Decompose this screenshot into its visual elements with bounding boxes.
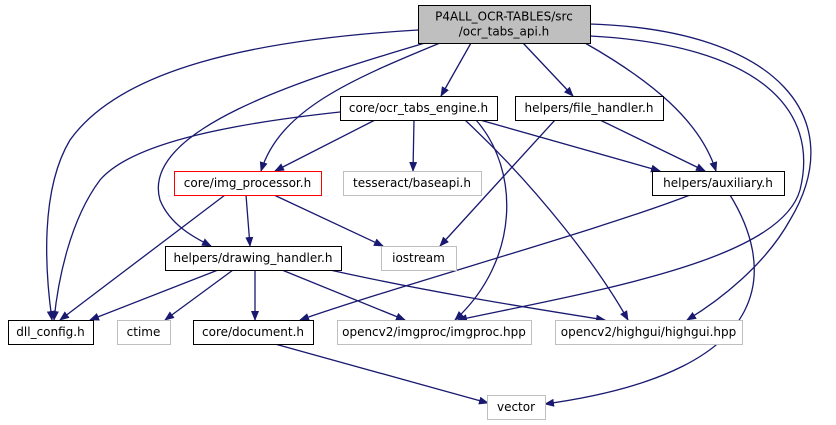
- edge-root-to-file_handler: [522, 42, 574, 97]
- node-label: P4ALL_OCR-TABLES/src: [435, 10, 573, 24]
- edge-path: [479, 119, 661, 173]
- node-label: core/ocr_tabs_engine.h: [349, 101, 488, 115]
- edge-path: [589, 23, 812, 321]
- edge-auxiliary-to-document: [299, 194, 691, 321]
- edge-path: [544, 194, 755, 407]
- node-label: vector: [497, 400, 535, 414]
- node-box: [8, 320, 94, 345]
- edge-file_handler-to-auxiliary: [599, 119, 706, 172]
- edge-drawing_handler-to-highgui: [329, 269, 606, 323]
- node-label: iostream: [392, 251, 445, 265]
- node-drawing-handler[interactable]: helpers/drawing_handler.h: [165, 246, 342, 271]
- edge-path: [584, 42, 718, 172]
- node-box: [193, 320, 314, 345]
- node-box: [515, 96, 664, 121]
- node-label: tesseract/baseapi.h: [353, 176, 471, 190]
- edge-path: [439, 119, 556, 247]
- node-box: [487, 395, 546, 420]
- node-box: [337, 320, 532, 345]
- edge-engine-to-auxiliary: [479, 119, 661, 173]
- node-box: [418, 5, 591, 44]
- edge-path: [46, 29, 419, 321]
- edge-path: [245, 194, 254, 247]
- edge-path: [440, 42, 472, 97]
- node-root[interactable]: P4ALL_OCR-TABLES/src/ocr_tabs_api.h: [418, 5, 591, 44]
- node-label: ctime: [127, 325, 161, 339]
- edge-engine-to-tesseract: [409, 119, 418, 172]
- node-label: helpers/drawing_handler.h: [174, 251, 333, 265]
- edge-path: [164, 269, 234, 321]
- node-tesseract[interactable]: tesseract/baseapi.h: [343, 171, 482, 196]
- node-vector[interactable]: vector: [487, 395, 546, 420]
- node-box: [340, 96, 498, 121]
- node-box: [165, 246, 342, 271]
- node-box: [652, 171, 785, 196]
- node-engine[interactable]: core/ocr_tabs_engine.h: [340, 96, 498, 121]
- edge-path: [329, 269, 606, 323]
- edge-auxiliary-to-vector: [544, 194, 755, 407]
- node-label: opencv2/imgproc/imgproc.hpp: [342, 325, 526, 339]
- edge-document-to-vector: [274, 343, 489, 405]
- node-label: core/document.h: [202, 325, 304, 339]
- node-box: [343, 171, 482, 196]
- edge-path: [89, 269, 219, 321]
- node-box: [174, 171, 322, 196]
- node-imgproc[interactable]: opencv2/imgproc/imgproc.hpp: [337, 320, 532, 345]
- edge-path: [274, 343, 489, 405]
- node-box: [381, 246, 457, 271]
- edge-img_processor-to-drawing_handler: [245, 194, 254, 247]
- edge-root-to-drawing_handler: [157, 42, 426, 247]
- node-label: dll_config.h: [16, 325, 84, 339]
- edge-path: [464, 119, 629, 321]
- nodes-layer: P4ALL_OCR-TABLES/src/ocr_tabs_api.h core/…: [8, 5, 785, 420]
- edge-drawing_handler-to-imgproc: [281, 269, 406, 321]
- edge-path: [157, 42, 426, 247]
- edges-layer: [46, 23, 812, 407]
- node-label: helpers/auxiliary.h: [663, 176, 773, 190]
- edge-path: [599, 119, 706, 172]
- edge-path: [273, 194, 384, 247]
- node-label: opencv2/highgui/highgui.hpp: [561, 325, 736, 339]
- edge-path: [281, 269, 406, 321]
- edge-img_processor-to-iostream: [273, 194, 384, 247]
- node-document[interactable]: core/document.h: [193, 320, 314, 345]
- edge-root-to-imgproc: [457, 35, 805, 323]
- node-label: /ocr_tabs_api.h: [459, 25, 550, 39]
- edge-root-to-highgui: [589, 23, 812, 321]
- edge-drawing_handler-to-dll_config: [89, 269, 219, 321]
- edge-drawing_handler-to-ctime: [164, 269, 234, 321]
- edge-path: [454, 119, 508, 321]
- edge-root-to-dll_config: [46, 29, 419, 321]
- node-box: [117, 320, 171, 345]
- edge-path: [259, 42, 441, 172]
- edge-root-to-engine: [440, 42, 472, 97]
- edge-engine-to-img_processor: [274, 119, 376, 172]
- edge-file_handler-to-iostream: [439, 119, 556, 247]
- node-img-processor[interactable]: core/img_processor.h: [174, 171, 322, 196]
- edge-path: [522, 42, 574, 97]
- node-highgui[interactable]: opencv2/highgui/highgui.hpp: [555, 320, 743, 345]
- node-file-handler[interactable]: helpers/file_handler.h: [515, 96, 664, 121]
- edge-path: [457, 35, 805, 323]
- node-label: core/img_processor.h: [184, 176, 311, 190]
- node-iostream[interactable]: iostream: [381, 246, 457, 271]
- node-ctime[interactable]: ctime: [117, 320, 171, 345]
- edge-path: [59, 194, 226, 321]
- edge-root-to-auxiliary: [584, 42, 718, 172]
- edge-path: [299, 194, 691, 321]
- edge-path: [50, 111, 341, 321]
- edge-img_processor-to-dll_config: [59, 194, 226, 321]
- edge-root-to-img_processor: [259, 42, 441, 172]
- edge-engine-to-dll_config: [50, 111, 341, 321]
- node-label: helpers/file_handler.h: [525, 101, 654, 115]
- edge-path: [409, 119, 418, 172]
- edge-engine-to-imgproc: [454, 119, 508, 321]
- edge-path: [274, 119, 376, 172]
- edge-engine-to-highgui: [464, 119, 629, 321]
- node-auxiliary[interactable]: helpers/auxiliary.h: [652, 171, 785, 196]
- node-dll-config[interactable]: dll_config.h: [8, 320, 94, 345]
- node-box: [555, 320, 743, 345]
